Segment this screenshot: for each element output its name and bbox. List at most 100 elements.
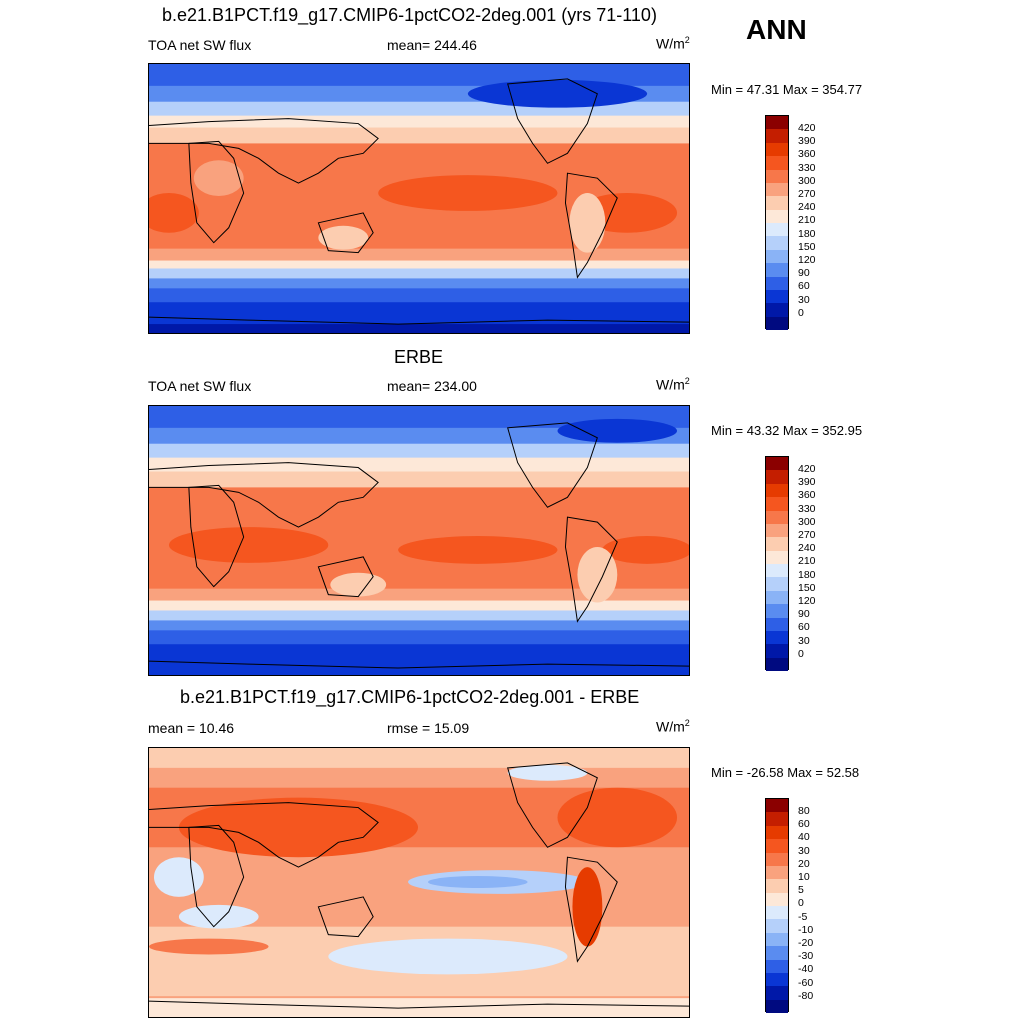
panel1-left-label: TOA net SW flux — [148, 37, 252, 53]
colorbar-tick: 360 — [798, 148, 816, 161]
colorbar-swatch — [766, 263, 788, 277]
colorbar-tick: 0 — [798, 306, 804, 319]
colorbar-swatch — [766, 879, 788, 893]
panel3-rmse-label: rmse = 15.09 — [387, 720, 470, 736]
colorbar-swatch — [766, 577, 788, 591]
colorbar-swatch — [766, 483, 788, 498]
panel2-colorbar — [765, 456, 789, 671]
colorbar-tick: 420 — [798, 463, 816, 475]
panel3-title: b.e21.B1PCT.f19_g17.CMIP6-1pctCO2-2deg.0… — [180, 687, 640, 707]
colorbar-swatch — [766, 812, 788, 826]
colorbar-swatch — [766, 590, 788, 605]
panel1-mean-label: mean= 244.46 — [387, 37, 477, 53]
colorbar-tick: -10 — [798, 923, 814, 936]
colorbar-tick: -80 — [798, 989, 814, 1002]
colorbar-swatch — [766, 470, 788, 484]
panel1-colorbar-ticks: 420 390 360 330 300 270 240 210 180 150 … — [798, 122, 816, 320]
colorbar-swatch — [766, 657, 788, 671]
colorbar-swatch — [766, 799, 788, 813]
colorbar-swatch — [766, 236, 788, 250]
colorbar-swatch — [766, 223, 788, 237]
colorbar-tick: 360 — [798, 489, 816, 502]
colorbar-swatch — [766, 617, 788, 631]
colorbar-swatch — [766, 303, 788, 317]
colorbar-swatch — [766, 289, 788, 304]
colorbar-tick: -60 — [798, 976, 814, 989]
panel3-mean-label: mean = 10.46 — [148, 720, 235, 736]
colorbar-tick: -20 — [798, 937, 814, 950]
colorbar-swatch — [766, 550, 788, 564]
season-label: ANN — [746, 14, 807, 45]
colorbar-swatch — [766, 604, 788, 618]
colorbar-tick: 300 — [798, 174, 816, 187]
colorbar-tick: 30 — [798, 634, 810, 647]
panel2-map — [148, 405, 690, 676]
colorbar-tick: 270 — [798, 188, 816, 201]
colorbar-swatch — [766, 906, 788, 920]
colorbar-tick: 120 — [798, 254, 816, 267]
colorbar-tick: 240 — [798, 201, 816, 214]
colorbar-tick: 150 — [798, 240, 816, 253]
colorbar-tick: 180 — [798, 227, 816, 240]
colorbar-tick: 390 — [798, 476, 816, 489]
colorbar-tick: 210 — [798, 214, 816, 227]
colorbar-swatch — [766, 892, 788, 906]
colorbar-swatch — [766, 523, 788, 538]
panel3-colorbar-ticks: 80 60 40 30 20 10 5 0 -5 -10 -20 -30 -40… — [798, 805, 813, 1003]
colorbar-swatch — [766, 316, 788, 330]
panel1-minmax: Min = 47.31 Max = 354.77 — [711, 82, 863, 97]
panel2-title: ERBE — [394, 347, 444, 367]
colorbar-swatch — [766, 986, 788, 1000]
panel2-minmax: Min = 43.32 Max = 352.95 — [711, 423, 863, 438]
colorbar-swatch — [766, 972, 788, 987]
colorbar-tick: 270 — [798, 529, 816, 542]
colorbar-swatch — [766, 510, 788, 524]
colorbar-swatch — [766, 959, 788, 973]
colorbar-tick: 60 — [798, 818, 810, 831]
panel3-minmax: Min = -26.58 Max = 52.58 — [711, 765, 860, 780]
panel3-colorbar — [765, 798, 789, 1013]
colorbar-tick: 5 — [798, 884, 804, 897]
colorbar-swatch — [766, 169, 788, 183]
colorbar-swatch — [766, 946, 788, 960]
colorbar-swatch — [766, 156, 788, 170]
colorbar-tick: 80 — [798, 805, 810, 817]
colorbar-tick: 30 — [798, 844, 810, 857]
colorbar-swatch — [766, 564, 788, 578]
colorbar-swatch — [766, 852, 788, 866]
colorbar-tick: 120 — [798, 595, 816, 608]
colorbar-tick: -40 — [798, 963, 814, 976]
colorbar-swatch — [766, 116, 788, 130]
colorbar-swatch — [766, 457, 788, 471]
colorbar-tick: 210 — [798, 555, 816, 568]
colorbar-swatch — [766, 919, 788, 933]
panel1-map — [148, 63, 690, 334]
colorbar-swatch — [766, 129, 788, 143]
panel1-title: b.e21.B1PCT.f19_g17.CMIP6-1pctCO2-2deg.0… — [162, 5, 657, 25]
panel2-mean-label: mean= 234.00 — [387, 378, 477, 394]
colorbar-swatch — [766, 209, 788, 223]
colorbar-tick: 60 — [798, 621, 810, 634]
colorbar-tick: 180 — [798, 568, 816, 581]
colorbar-tick: 240 — [798, 542, 816, 555]
colorbar-swatch — [766, 865, 788, 880]
colorbar-tick: 60 — [798, 280, 810, 293]
panel3-unit: W/m2 — [656, 718, 690, 735]
colorbar-tick: 30 — [798, 293, 810, 306]
colorbar-tick: 90 — [798, 608, 810, 621]
colorbar-tick: 330 — [798, 502, 816, 515]
colorbar-tick: 420 — [798, 122, 816, 134]
panel2-left-label: TOA net SW flux — [148, 378, 252, 394]
colorbar-tick: 0 — [798, 897, 804, 910]
colorbar-tick: 90 — [798, 267, 810, 280]
colorbar-swatch — [766, 196, 788, 210]
colorbar-swatch — [766, 932, 788, 947]
colorbar-swatch — [766, 839, 788, 853]
colorbar-swatch — [766, 999, 788, 1013]
colorbar-tick: 20 — [798, 857, 810, 870]
colorbar-swatch — [766, 825, 788, 840]
colorbar-tick: 0 — [798, 647, 804, 660]
colorbar-swatch — [766, 182, 788, 197]
colorbar-tick: 150 — [798, 581, 816, 594]
colorbar-swatch — [766, 644, 788, 658]
